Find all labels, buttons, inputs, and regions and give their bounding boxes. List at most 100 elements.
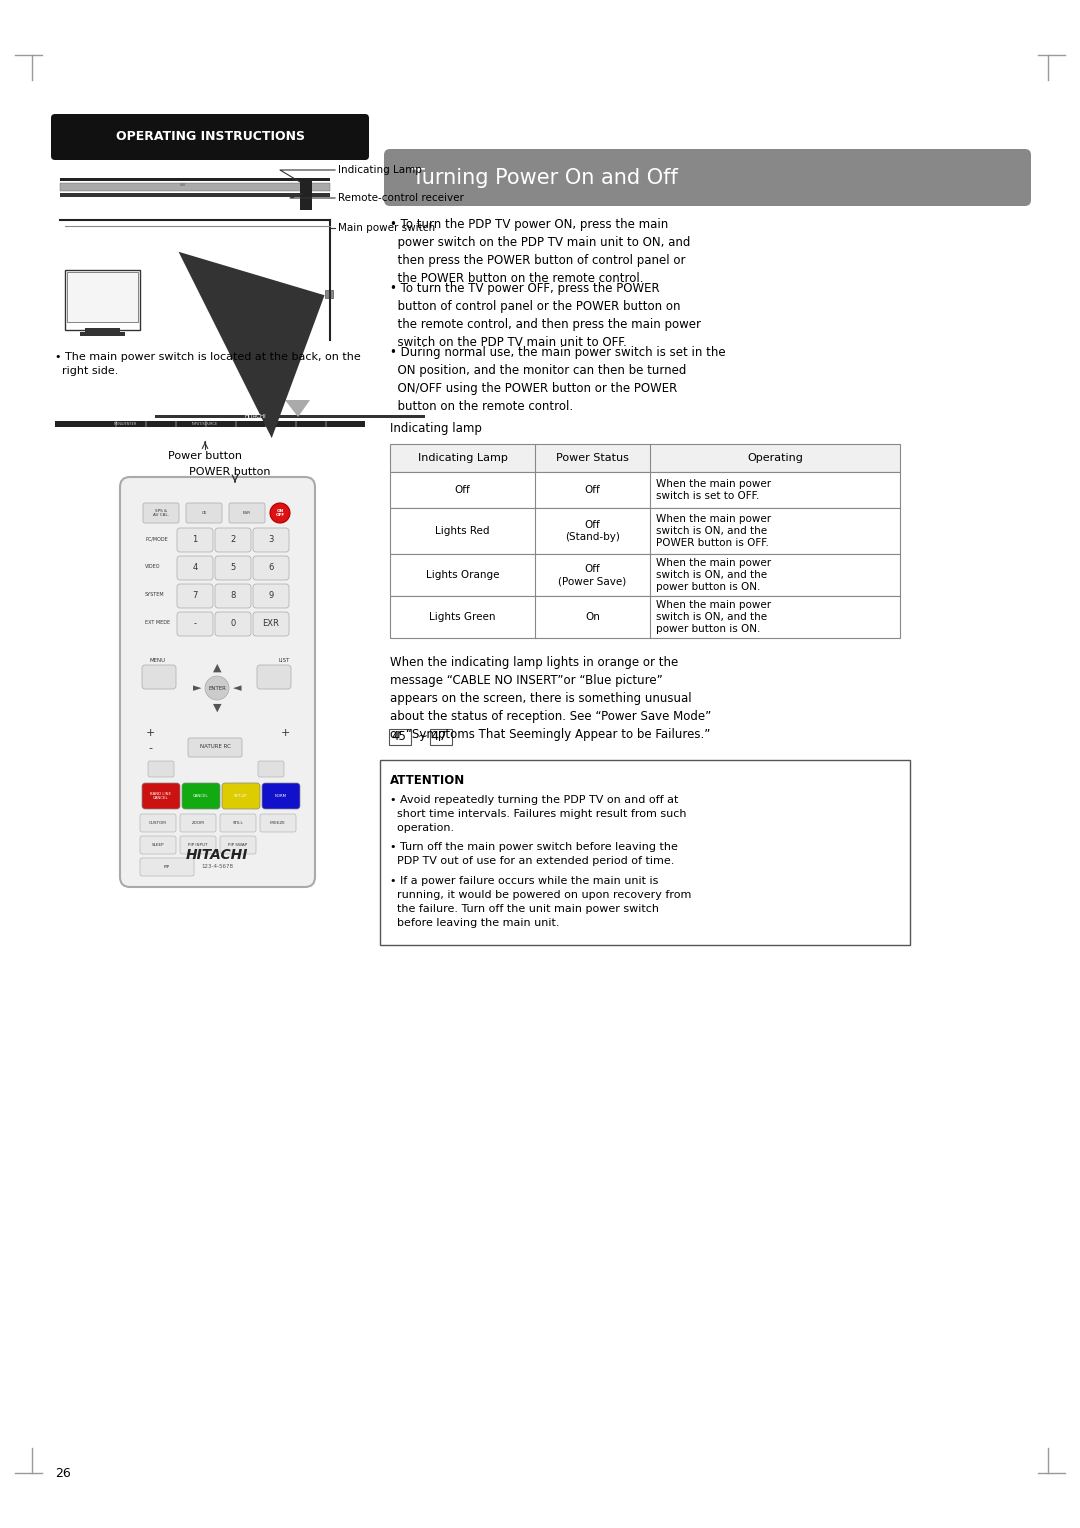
Text: 123-4-5678: 123-4-5678: [201, 865, 233, 869]
FancyBboxPatch shape: [140, 859, 194, 876]
Text: PIP SWAP: PIP SWAP: [228, 843, 247, 847]
Text: 5: 5: [230, 564, 235, 573]
Text: HITACHI: HITACHI: [186, 848, 248, 862]
FancyBboxPatch shape: [51, 115, 369, 160]
Text: 0: 0: [230, 619, 235, 628]
Bar: [145, 422, 147, 426]
Text: • Turn off the main power switch before leaving the
  PDP TV out of use for an e: • Turn off the main power switch before …: [390, 842, 678, 866]
Text: 3: 3: [268, 535, 273, 544]
FancyBboxPatch shape: [141, 782, 180, 808]
Bar: [80, 332, 125, 336]
FancyBboxPatch shape: [215, 613, 251, 636]
Text: Power button: Power button: [168, 451, 242, 461]
Text: +: +: [146, 727, 154, 738]
Bar: [180, 183, 185, 186]
Text: When the main power
switch is ON, and the
POWER button is OFF.: When the main power switch is ON, and th…: [656, 513, 771, 549]
Text: 6: 6: [268, 564, 273, 573]
FancyBboxPatch shape: [140, 814, 176, 833]
Text: When the main power
switch is ON, and the
power button is ON.: When the main power switch is ON, and th…: [656, 558, 771, 593]
Text: • To turn the PDP TV power ON, press the main
  power switch on the PDP TV main : • To turn the PDP TV power ON, press the…: [390, 219, 690, 286]
FancyBboxPatch shape: [215, 556, 251, 581]
Text: LIST: LIST: [279, 659, 291, 663]
Text: PIP INPUT: PIP INPUT: [188, 843, 207, 847]
FancyBboxPatch shape: [258, 761, 284, 778]
FancyBboxPatch shape: [140, 836, 176, 854]
Polygon shape: [285, 400, 310, 417]
Bar: [67, 272, 138, 322]
Text: ►: ►: [192, 683, 201, 694]
Text: ~ 47: ~ 47: [418, 730, 447, 743]
FancyBboxPatch shape: [253, 584, 289, 608]
Text: When the main power
switch is set to OFF.: When the main power switch is set to OFF…: [656, 478, 771, 501]
FancyBboxPatch shape: [253, 529, 289, 552]
FancyBboxPatch shape: [260, 814, 296, 833]
Text: • If a power failure occurs while the main unit is
  running, it would be powere: • If a power failure occurs while the ma…: [390, 876, 691, 927]
FancyBboxPatch shape: [143, 503, 179, 523]
FancyBboxPatch shape: [183, 782, 220, 808]
FancyBboxPatch shape: [222, 782, 260, 808]
Text: 1: 1: [192, 535, 198, 544]
Text: • To turn the TV power OFF, press the POWER
  button of control panel or the POW: • To turn the TV power OFF, press the PO…: [390, 283, 701, 348]
Text: ON
OFF: ON OFF: [275, 509, 284, 518]
Text: ▲: ▲: [213, 663, 221, 672]
FancyBboxPatch shape: [220, 814, 256, 833]
FancyBboxPatch shape: [253, 556, 289, 581]
FancyBboxPatch shape: [186, 503, 222, 523]
Text: SET-UP: SET-UP: [234, 795, 247, 798]
Text: 9: 9: [268, 591, 273, 601]
FancyBboxPatch shape: [177, 613, 213, 636]
Bar: [55, 422, 365, 426]
Text: • The main power switch is located at the back, on the
  right side.: • The main power switch is located at th…: [55, 351, 361, 376]
Text: ZOOM: ZOOM: [191, 821, 204, 825]
FancyBboxPatch shape: [253, 613, 289, 636]
Text: 7: 7: [192, 591, 198, 601]
Bar: [390, 445, 900, 472]
Text: 26: 26: [55, 1467, 71, 1481]
Bar: [265, 422, 267, 426]
Text: Indicating lamp: Indicating lamp: [390, 422, 482, 435]
Text: EXT MEDE: EXT MEDE: [145, 620, 171, 625]
Text: OPERATING INSTRUCTIONS: OPERATING INSTRUCTIONS: [116, 130, 305, 144]
Bar: [295, 422, 297, 426]
Text: Power Status: Power Status: [556, 452, 629, 463]
Bar: [85, 329, 120, 335]
FancyBboxPatch shape: [262, 782, 300, 808]
Text: 8: 8: [230, 591, 235, 601]
Text: CUSTOM: CUSTOM: [149, 821, 167, 825]
Text: Turning Power On and Off: Turning Power On and Off: [411, 168, 678, 188]
Text: NATURE RC: NATURE RC: [200, 744, 230, 750]
Text: Lights Green: Lights Green: [429, 613, 496, 622]
Text: CE: CE: [201, 510, 206, 515]
Bar: [156, 416, 426, 419]
FancyBboxPatch shape: [257, 665, 291, 689]
Text: When the indicating lamp lights in orange or the
message “CABLE NO INSERT”or “Bl: When the indicating lamp lights in orang…: [390, 656, 712, 741]
Text: Lights Red: Lights Red: [435, 526, 489, 536]
Bar: [390, 507, 900, 555]
Text: • Avoid repeatedly turning the PDP TV on and off at
  short time intervals. Fail: • Avoid repeatedly turning the PDP TV on…: [390, 795, 687, 833]
Text: PC/MODE: PC/MODE: [145, 536, 167, 541]
Text: When the main power
switch is ON, and the
power button is ON.: When the main power switch is ON, and th…: [656, 599, 771, 634]
Text: BAND LINE
CANCEL: BAND LINE CANCEL: [150, 792, 172, 801]
Bar: [205, 422, 207, 426]
Bar: [60, 183, 330, 191]
Text: 45: 45: [391, 730, 406, 743]
Bar: [60, 177, 330, 180]
Text: Off
(Power Save): Off (Power Save): [558, 564, 626, 587]
FancyBboxPatch shape: [188, 738, 242, 756]
Text: • During normal use, the main power switch is set in the
  ON position, and the : • During normal use, the main power swit…: [390, 345, 726, 413]
Bar: [390, 596, 900, 639]
FancyBboxPatch shape: [180, 836, 216, 854]
Text: SYSTEM: SYSTEM: [145, 593, 164, 597]
Bar: [430, 729, 453, 746]
Text: 4: 4: [192, 564, 198, 573]
Bar: [114, 422, 117, 426]
Text: Indicating Lamp: Indicating Lamp: [338, 165, 422, 176]
Bar: [60, 193, 330, 197]
Text: CANCEL: CANCEL: [193, 795, 208, 798]
FancyBboxPatch shape: [215, 529, 251, 552]
Text: -: -: [193, 619, 197, 628]
Circle shape: [270, 503, 291, 523]
Text: +: +: [281, 727, 289, 738]
Text: Off: Off: [584, 484, 600, 495]
Bar: [390, 472, 900, 507]
